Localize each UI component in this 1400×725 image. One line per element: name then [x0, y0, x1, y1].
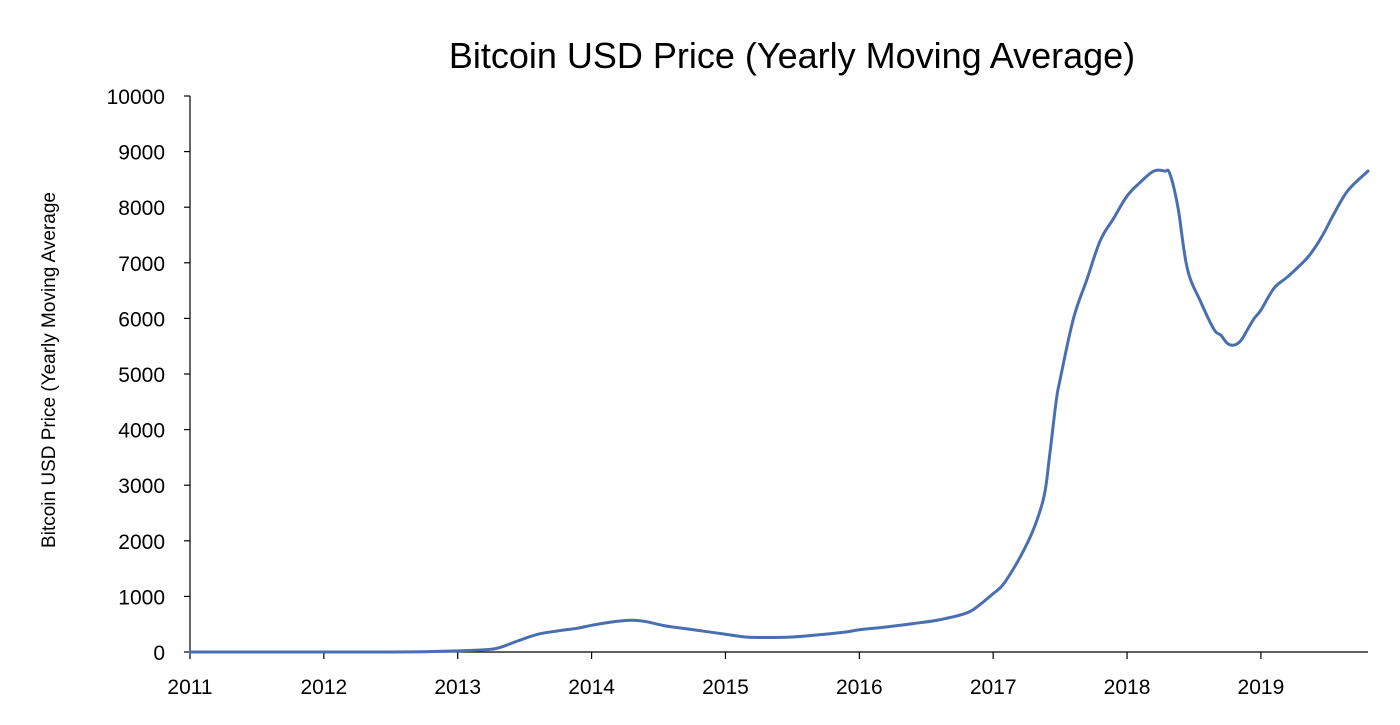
y-tick-label: 5000 [118, 364, 165, 387]
x-tick-label: 2019 [1238, 676, 1285, 699]
x-tick-label: 2011 [167, 676, 212, 699]
x-tick-label: 2012 [301, 676, 348, 699]
x-tick-label: 2013 [434, 676, 481, 699]
y-axis-label: Bitcoin USD Price (Yearly Moving Average [39, 192, 60, 548]
x-tick-label: 2015 [702, 676, 749, 699]
y-tick-label: 3000 [118, 475, 165, 498]
x-tick-label: 2018 [1104, 676, 1151, 699]
y-tick-label: 8000 [118, 197, 165, 220]
x-tick-label: 2014 [568, 676, 615, 699]
y-tick-label: 6000 [118, 308, 165, 331]
series-group [188, 168, 1370, 654]
y-tick-label: 10000 [107, 86, 165, 109]
y-tick-label: 4000 [118, 420, 165, 443]
x-tick-label: 2016 [836, 676, 883, 699]
y-tick-label: 2000 [118, 531, 165, 554]
y-tick-label: 9000 [118, 142, 165, 165]
series-line [188, 168, 1370, 654]
chart-title: Bitcoin USD Price (Yearly Moving Average… [449, 35, 1135, 76]
y-tick-label: 7000 [118, 253, 165, 276]
x-axis-ticks: 2011 2012 2013 2014 2015 2016 2017 2018 2019 [167, 652, 1284, 699]
y-axis-ticks: 0 1000 2000 3000 4000 5000 6000 7000 8000 9000 100… [107, 86, 190, 665]
y-tick-label: 0 [153, 642, 165, 665]
x-tick-label: 2017 [970, 676, 1017, 699]
y-tick-label: 1000 [118, 586, 165, 609]
